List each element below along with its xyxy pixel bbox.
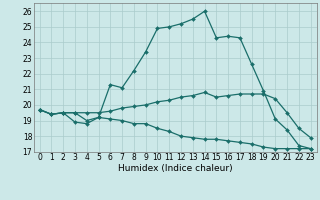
X-axis label: Humidex (Indice chaleur): Humidex (Indice chaleur) bbox=[118, 164, 232, 173]
